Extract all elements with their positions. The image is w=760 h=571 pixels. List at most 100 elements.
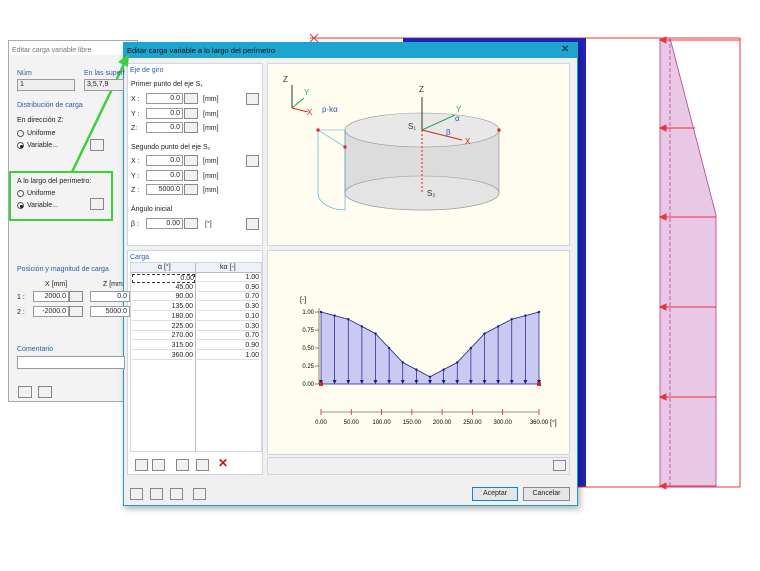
point — [496, 325, 500, 328]
y-axis-label: [-] — [300, 297, 306, 304]
pick-button[interactable] — [246, 218, 259, 230]
y-tick-label: 0.50 — [302, 346, 314, 352]
input[interactable]: 0.0 — [146, 93, 183, 104]
spin[interactable] — [69, 291, 83, 302]
label: Primer punto del eje S₁ — [131, 81, 203, 88]
unit: [mm] — [203, 187, 219, 194]
y-tick-label: 0.75 — [302, 328, 314, 334]
pick-button[interactable] — [246, 155, 259, 167]
cylinder-cut — [317, 129, 346, 211]
cancel-button[interactable]: Cancelar — [523, 487, 570, 501]
toolbar-button[interactable] — [152, 459, 165, 471]
edge-marker — [497, 128, 501, 132]
radio[interactable] — [17, 202, 24, 209]
point — [415, 368, 418, 371]
input[interactable] — [17, 356, 125, 369]
point — [469, 346, 473, 350]
spin[interactable] — [69, 306, 83, 317]
label: En las superf — [84, 70, 125, 77]
section-title: Carga — [130, 254, 150, 261]
diagram-label: S₁ — [408, 122, 416, 131]
input[interactable]: 2000.0 — [33, 291, 69, 302]
input[interactable]: 0.0 — [146, 107, 183, 119]
input[interactable]: 0.0 — [146, 169, 183, 181]
cell: 360.00 — [132, 352, 193, 360]
input[interactable]: 5000.0 — [146, 184, 183, 195]
input[interactable]: 0.00 — [146, 218, 183, 229]
diagram-label: Z — [419, 85, 424, 94]
button-icon[interactable] — [38, 386, 52, 398]
label: En dirección Z: — [17, 117, 64, 124]
button-icon[interactable] — [18, 386, 32, 398]
option: Variable... — [27, 202, 58, 209]
input[interactable]: 0.0 — [146, 122, 183, 133]
button-icon[interactable] — [90, 198, 104, 210]
option: Uniforme — [27, 130, 56, 137]
footer-button[interactable] — [170, 488, 183, 500]
back-dialog-titlebar — [9, 41, 137, 55]
close-button[interactable]: ✕ — [561, 44, 570, 55]
section-title: Comentario — [17, 346, 54, 353]
table-divider — [195, 263, 196, 451]
point — [347, 318, 350, 321]
point — [537, 310, 541, 314]
cell: 0.90 — [197, 342, 259, 350]
footer-button[interactable] — [150, 488, 163, 500]
pick-button[interactable] — [246, 93, 259, 105]
spin[interactable] — [184, 218, 198, 229]
row-label: 1 : — [17, 294, 25, 301]
view-button[interactable] — [553, 460, 566, 471]
y-tick-label: 0.00 — [302, 382, 314, 388]
spin[interactable] — [184, 155, 198, 166]
input[interactable]: 3,5,7,9 — [84, 79, 124, 91]
x-tick-label: 200.00 — [433, 420, 452, 426]
input[interactable]: 0.0 — [146, 155, 183, 166]
toolbar-button[interactable] — [196, 459, 209, 471]
toolbar-button[interactable] — [176, 459, 189, 471]
edge-marker — [316, 128, 320, 132]
radio[interactable] — [17, 130, 24, 137]
footer-button[interactable] — [193, 488, 206, 500]
input[interactable]: 1 — [17, 79, 75, 91]
spin[interactable] — [184, 122, 198, 133]
y-tick-label: 0.25 — [302, 364, 314, 370]
load-arrows — [658, 36, 740, 490]
arrow-head — [400, 380, 405, 384]
x-axis-label: [°] — [550, 419, 557, 427]
input[interactable]: -2000.0 — [33, 306, 69, 317]
x-tick-label: 150.00 — [403, 420, 422, 426]
cell: 45.00 — [132, 284, 193, 292]
row-label: X : — [131, 158, 140, 165]
diagram-label: Y — [456, 105, 462, 114]
spin[interactable] — [184, 93, 198, 104]
cell: 180.00 — [132, 313, 193, 321]
end-marker — [537, 382, 541, 386]
highlight-arrowhead — [118, 54, 129, 67]
spin[interactable] — [184, 107, 198, 119]
ok-button[interactable]: Aceptar — [472, 487, 518, 501]
cross-mark — [309, 33, 319, 43]
toolbar-button[interactable] — [135, 459, 148, 471]
input[interactable]: 5000.0 — [90, 306, 130, 317]
point — [333, 314, 336, 317]
arrow-head — [509, 380, 514, 384]
point — [319, 310, 323, 314]
arrow-head — [373, 380, 378, 384]
table-header — [131, 263, 261, 273]
radio[interactable] — [17, 190, 24, 197]
area — [321, 312, 539, 384]
row-label: Z: — [131, 125, 138, 132]
radio[interactable] — [17, 142, 24, 149]
diagram-label: α — [455, 114, 460, 123]
spin[interactable] — [184, 184, 198, 195]
spin[interactable] — [184, 169, 198, 181]
diagram-label: β — [446, 128, 451, 137]
option: Uniforme — [27, 190, 56, 197]
input[interactable]: 0.0 — [90, 291, 130, 302]
unit: [mm] — [203, 96, 219, 103]
column-header: kα [-] — [220, 264, 236, 271]
column-header: α [°] — [158, 264, 171, 271]
footer-button[interactable] — [130, 488, 143, 500]
button-icon[interactable] — [90, 139, 104, 151]
